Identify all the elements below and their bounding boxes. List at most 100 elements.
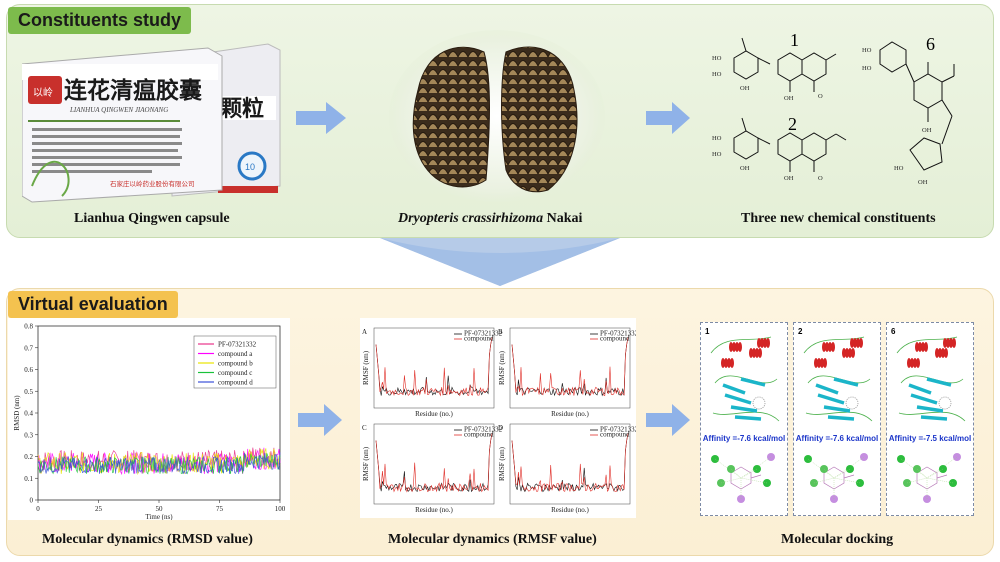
rmsd-caption: Molecular dynamics (RMSD value) <box>42 532 253 547</box>
beta-sheet-arrow <box>916 405 944 413</box>
svg-text:HO: HO <box>712 55 722 62</box>
rmsd-series-4 <box>37 452 281 474</box>
rmsf-series-1 <box>375 337 493 397</box>
helix-coil <box>910 358 914 368</box>
beta-sheet-arrow <box>910 393 938 405</box>
beta-sheet-arrow <box>833 377 859 387</box>
svg-text:HO: HO <box>862 47 872 54</box>
helix-coil <box>921 342 925 352</box>
rmsd-x-tick-label: 0 <box>36 505 40 513</box>
rmsf-series-0 <box>375 337 493 396</box>
helix-coil <box>724 358 728 368</box>
beta-sheet-arrow <box>926 377 952 387</box>
rmsf-series-1 <box>511 337 629 397</box>
rmsd-y-tick-label: 0 <box>30 497 34 505</box>
capsule-caption: Lianhua Qingwen capsule <box>74 211 230 226</box>
rmsf-panel-letter: D <box>498 424 503 432</box>
interaction-diagram <box>897 453 961 503</box>
svg-text:HO: HO <box>862 65 872 72</box>
herb-species-name: Dryopteris crassirhizoma <box>398 211 544 226</box>
rmsf-legend-label: PF-07321332 <box>600 330 636 338</box>
interaction-diagram <box>804 453 868 503</box>
rmsf-caption: Molecular dynamics (RMSF value) <box>388 532 597 547</box>
svg-text:O: O <box>818 93 823 100</box>
svg-text:10: 10 <box>245 162 255 172</box>
rmsd-y-tick-label: 0.1 <box>24 475 33 483</box>
protein-cartoon <box>803 336 873 422</box>
interaction-diagram <box>711 453 775 503</box>
docking-panel-6: 6 Affinity =-7.5 kcal/mol <box>886 322 974 516</box>
helix-coil <box>730 358 734 368</box>
rmsd-y-tick-label: 0.7 <box>24 344 33 352</box>
helix-coil <box>938 348 942 358</box>
rmsf-series-1 <box>511 433 629 492</box>
beta-sheet-arrow <box>908 383 932 395</box>
rmsf-y-axis-label: RMSF (nm) <box>362 350 370 385</box>
helix-coil <box>941 348 945 358</box>
rmsd-x-axis-label: Time (ns) <box>145 513 173 520</box>
beta-sheet-arrow <box>730 405 758 413</box>
protein-cartoon <box>896 336 966 422</box>
rmsf-panel-letter: A <box>362 328 367 336</box>
helix-coil <box>853 338 857 348</box>
beta-sheet-arrow <box>827 415 855 421</box>
rmsf-legend-label: PF-07321332 <box>464 330 503 338</box>
helix-coil <box>823 358 827 368</box>
beta-sheet-arrow <box>722 383 746 395</box>
svg-text:OH: OH <box>740 165 750 172</box>
beta-sheet-arrow <box>823 405 851 413</box>
protein-cartoon <box>710 336 780 422</box>
binding-affinity: Affinity =-7.6 kcal/mol <box>796 434 878 443</box>
rmsf-legend-label: PF-07321332 <box>600 426 636 434</box>
rmsd-y-axis-label: RMSD (nm) <box>13 395 21 431</box>
constituents-caption: Three new chemical constituents <box>741 211 936 226</box>
docking-compound-number: 6 <box>891 327 896 336</box>
rmsd-legend-label: compound c <box>218 369 252 377</box>
ligand-site <box>752 396 766 410</box>
rmsf-x-axis-label: Residue (no.) <box>415 506 453 514</box>
arrow-herb-to-constituents <box>646 102 690 134</box>
arrow-down-chevron <box>380 238 620 286</box>
helix-coil <box>915 342 919 352</box>
capsule-title: 连花清瘟胶囊 <box>64 77 202 104</box>
helix-coil <box>949 338 953 348</box>
helix-coil <box>845 348 849 358</box>
beta-sheet-arrow <box>740 377 766 387</box>
helix-coil <box>755 348 759 358</box>
helix-coil <box>924 342 928 352</box>
compound-2-label: 2 <box>788 114 797 134</box>
rmsd-legend-label: PF-07321332 <box>218 341 257 349</box>
helix-coil <box>907 358 911 368</box>
binding-affinity: Affinity =-7.6 kcal/mol <box>703 434 785 443</box>
helix-coil <box>732 342 736 352</box>
rhizome-photo <box>389 30 605 202</box>
rmsf-legend-label: compound <box>464 335 494 343</box>
beta-sheet-arrow <box>920 415 948 421</box>
rmsd-y-tick-label: 0.3 <box>24 431 33 439</box>
svg-text:OH: OH <box>784 175 794 182</box>
rmsd-x-tick-label: 75 <box>216 505 224 513</box>
helix-coil <box>757 338 761 348</box>
helix-coil <box>831 342 835 352</box>
rmsd-x-tick-label: 50 <box>156 505 164 513</box>
docking-compound-number: 2 <box>798 327 803 336</box>
svg-text:OH: OH <box>922 127 932 134</box>
helix-coil <box>758 348 762 358</box>
helix-coil <box>820 358 824 368</box>
helix-coil <box>916 358 920 368</box>
capsule-pinyin: LIANHUA QINGWEN JIAONANG <box>69 106 168 114</box>
docking-caption: Molecular docking <box>781 532 894 547</box>
second-box-title: 颗粒 <box>220 96 264 122</box>
helix-coil <box>859 338 863 348</box>
rmsd-chart-box: 0 0.1 0.2 0.3 0.4 0.5 0.6 0.7 0.8 0 25 50 75 100 Time … <box>8 318 290 521</box>
svg-text:HO: HO <box>894 165 904 172</box>
rmsf-y-axis-label: RMSF (nm) <box>498 350 506 385</box>
rmsf-y-axis-label: RMSF (nm) <box>498 446 506 481</box>
rmsd-legend-label: compound a <box>218 350 253 358</box>
constituents-section-title: Constituents study <box>8 7 192 34</box>
arrow-rmsf-to-docking <box>646 404 690 436</box>
helix-coil <box>851 348 855 358</box>
rmsf-chart-box: A Residue (no.) RMSF (nm) PF-07321332 compou… <box>360 318 639 518</box>
herb-caption: Dryopteris crassirhizoma Nakai <box>398 211 582 227</box>
capsule-logo-text: 以岭 <box>33 86 53 99</box>
